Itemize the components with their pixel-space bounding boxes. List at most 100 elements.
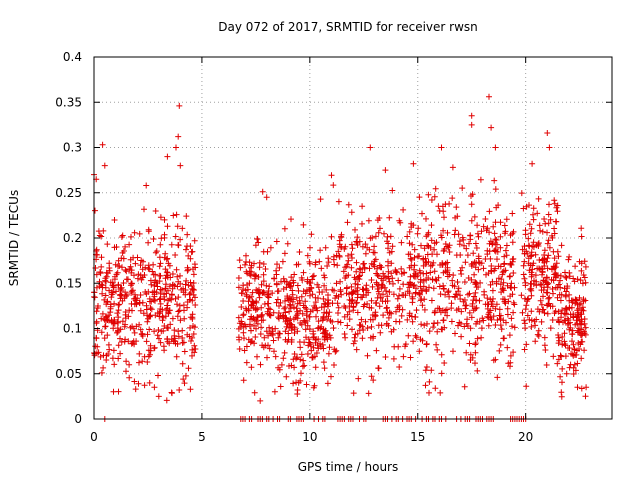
data-point	[240, 312, 247, 319]
data-point	[136, 350, 143, 357]
data-point	[476, 297, 483, 304]
data-point	[93, 318, 100, 325]
data-point	[306, 286, 313, 293]
data-point	[137, 326, 144, 333]
data-point	[509, 230, 516, 237]
data-point	[574, 329, 581, 336]
data-point	[117, 335, 123, 342]
data-point	[396, 364, 403, 370]
data-point	[260, 289, 267, 296]
data-point	[144, 331, 151, 338]
data-point	[175, 328, 182, 335]
data-point	[291, 304, 297, 311]
data-point	[161, 296, 168, 303]
data-point	[567, 361, 574, 368]
data-point	[533, 316, 540, 323]
data-point	[162, 266, 169, 273]
data-point	[549, 286, 556, 292]
data-point	[536, 222, 543, 229]
data-point	[530, 239, 537, 246]
data-point	[187, 386, 194, 393]
data-point	[269, 332, 276, 338]
data-point	[577, 277, 584, 284]
data-point	[445, 244, 452, 251]
data-point	[270, 309, 277, 316]
data-point	[554, 248, 561, 255]
data-point	[581, 274, 588, 281]
data-point	[528, 292, 535, 299]
data-point	[181, 315, 188, 322]
data-point	[161, 347, 168, 354]
data-point	[98, 263, 105, 270]
data-point	[368, 277, 375, 283]
data-point	[164, 223, 171, 230]
data-point	[440, 285, 447, 292]
data-point	[152, 249, 159, 256]
data-point	[545, 295, 552, 302]
data-point	[325, 297, 332, 304]
data-point	[492, 356, 499, 363]
data-point	[258, 313, 265, 320]
data-point	[359, 269, 366, 276]
data-point	[427, 244, 434, 251]
data-point	[344, 219, 351, 226]
data-point	[379, 283, 386, 289]
data-point	[191, 349, 198, 356]
data-point	[189, 285, 196, 292]
data-point	[154, 332, 161, 339]
data-point	[534, 331, 541, 338]
data-point	[489, 298, 496, 305]
data-point	[316, 258, 323, 265]
data-point	[446, 293, 453, 300]
data-point	[341, 245, 348, 252]
data-point	[557, 284, 564, 291]
data-point	[115, 302, 122, 308]
data-point	[131, 329, 138, 336]
data-point	[189, 334, 196, 341]
data-point	[275, 334, 282, 341]
data-point	[354, 309, 361, 316]
data-point	[370, 377, 377, 384]
data-point	[309, 273, 316, 280]
data-point	[506, 332, 513, 339]
data-point	[111, 217, 118, 223]
data-point	[161, 323, 168, 329]
data-point	[503, 216, 510, 223]
data-point	[381, 230, 387, 237]
data-point	[349, 255, 355, 261]
data-point	[338, 231, 345, 238]
data-point	[147, 351, 153, 358]
data-point	[185, 266, 192, 273]
data-point	[497, 219, 504, 226]
data-point	[312, 259, 319, 266]
data-point	[450, 348, 456, 355]
data-point	[562, 273, 569, 280]
data-point	[288, 274, 295, 281]
data-point	[526, 267, 533, 274]
data-point	[538, 301, 545, 308]
data-point	[459, 185, 466, 192]
data-point	[191, 324, 198, 331]
data-point	[109, 289, 116, 296]
data-point	[530, 216, 537, 223]
data-point	[532, 322, 539, 329]
data-point	[115, 314, 122, 321]
data-point	[555, 253, 562, 260]
data-point	[433, 239, 440, 246]
data-point	[189, 352, 195, 359]
data-point	[95, 349, 102, 356]
data-point	[472, 297, 479, 304]
data-point	[126, 374, 133, 381]
data-point	[413, 285, 419, 292]
data-point	[569, 338, 575, 345]
data-point	[391, 343, 398, 350]
data-point	[173, 211, 180, 218]
data-point	[398, 265, 405, 272]
data-point	[418, 321, 425, 328]
data-point	[300, 221, 307, 228]
data-point	[173, 266, 180, 273]
data-point	[372, 233, 379, 240]
data-point	[491, 247, 498, 254]
data-point	[474, 222, 481, 229]
data-point	[530, 211, 536, 218]
